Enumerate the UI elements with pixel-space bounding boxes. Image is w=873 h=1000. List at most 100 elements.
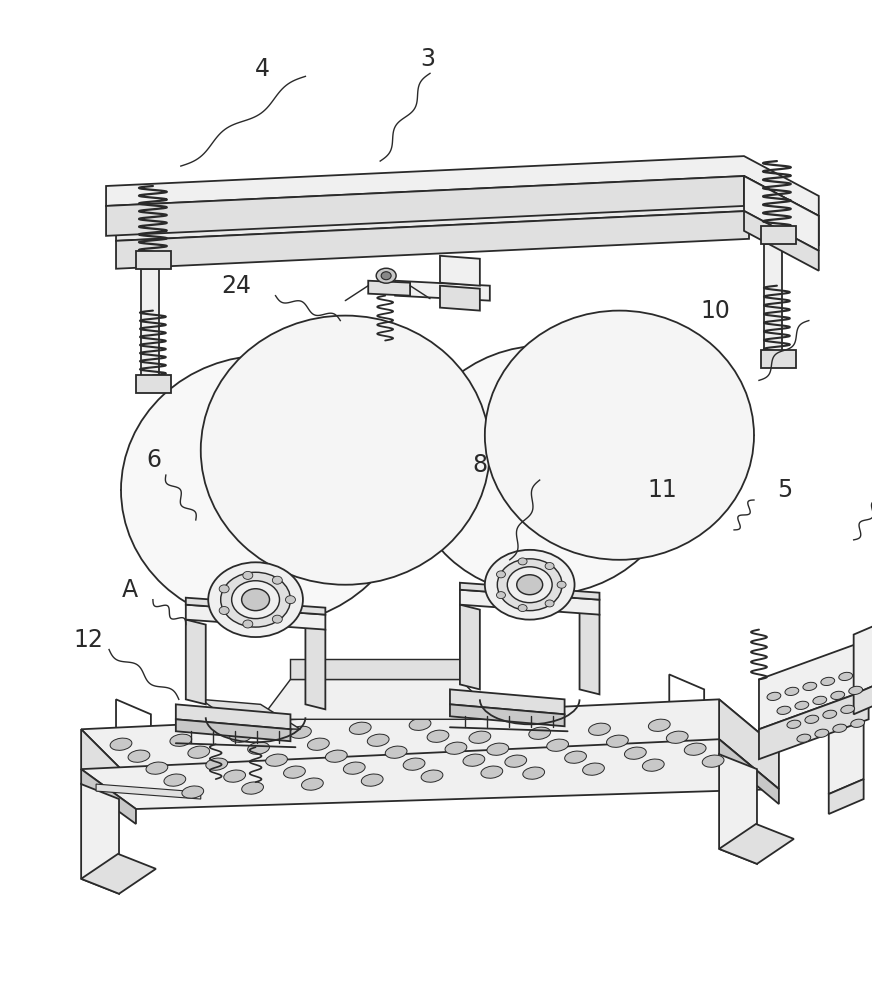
Text: 4: 4 xyxy=(255,57,270,81)
Ellipse shape xyxy=(221,572,291,627)
Ellipse shape xyxy=(463,754,485,766)
Ellipse shape xyxy=(301,778,323,790)
Polygon shape xyxy=(136,251,171,269)
Ellipse shape xyxy=(839,672,853,681)
Ellipse shape xyxy=(624,747,646,759)
Ellipse shape xyxy=(170,734,192,746)
Ellipse shape xyxy=(487,743,509,755)
Polygon shape xyxy=(450,689,565,714)
Ellipse shape xyxy=(815,729,828,737)
Ellipse shape xyxy=(833,724,847,732)
Polygon shape xyxy=(460,590,600,615)
Ellipse shape xyxy=(485,550,574,620)
Ellipse shape xyxy=(272,615,282,623)
Ellipse shape xyxy=(421,770,443,782)
Polygon shape xyxy=(854,679,873,714)
Polygon shape xyxy=(260,679,500,719)
Ellipse shape xyxy=(565,751,587,763)
Text: A: A xyxy=(122,578,138,602)
Ellipse shape xyxy=(326,750,347,762)
Ellipse shape xyxy=(643,759,664,771)
Ellipse shape xyxy=(272,576,282,584)
Polygon shape xyxy=(465,694,560,719)
Ellipse shape xyxy=(146,762,168,774)
Ellipse shape xyxy=(582,763,604,775)
Polygon shape xyxy=(186,620,206,704)
Ellipse shape xyxy=(243,571,253,579)
Ellipse shape xyxy=(545,600,554,607)
Ellipse shape xyxy=(343,762,365,774)
Polygon shape xyxy=(670,674,705,774)
Ellipse shape xyxy=(588,723,610,735)
Ellipse shape xyxy=(382,272,391,280)
Polygon shape xyxy=(719,699,779,789)
Ellipse shape xyxy=(427,730,449,742)
Polygon shape xyxy=(450,704,565,726)
Ellipse shape xyxy=(507,567,552,603)
Ellipse shape xyxy=(518,605,527,612)
Ellipse shape xyxy=(795,701,808,709)
Text: 3: 3 xyxy=(420,47,436,71)
Ellipse shape xyxy=(851,719,864,727)
Polygon shape xyxy=(96,784,201,799)
Ellipse shape xyxy=(219,607,229,614)
Ellipse shape xyxy=(385,746,407,758)
Ellipse shape xyxy=(497,592,505,599)
Polygon shape xyxy=(106,176,744,236)
Polygon shape xyxy=(81,699,779,784)
Polygon shape xyxy=(854,620,873,694)
Ellipse shape xyxy=(523,767,545,779)
Ellipse shape xyxy=(230,730,251,742)
Polygon shape xyxy=(116,211,749,269)
Ellipse shape xyxy=(849,686,863,695)
Polygon shape xyxy=(141,269,159,380)
Polygon shape xyxy=(81,769,136,824)
Ellipse shape xyxy=(188,746,210,758)
Ellipse shape xyxy=(797,734,811,742)
Ellipse shape xyxy=(485,311,754,560)
Ellipse shape xyxy=(307,738,329,750)
Ellipse shape xyxy=(813,696,827,704)
Polygon shape xyxy=(828,704,863,794)
Ellipse shape xyxy=(201,316,490,585)
Ellipse shape xyxy=(265,754,287,766)
Polygon shape xyxy=(580,610,600,694)
Ellipse shape xyxy=(481,766,503,778)
Polygon shape xyxy=(291,659,460,679)
Ellipse shape xyxy=(349,722,371,734)
Ellipse shape xyxy=(243,620,253,628)
Text: 12: 12 xyxy=(73,628,103,652)
Ellipse shape xyxy=(529,727,551,739)
Ellipse shape xyxy=(777,706,791,714)
Ellipse shape xyxy=(841,705,855,713)
Polygon shape xyxy=(440,286,480,311)
Ellipse shape xyxy=(823,710,836,718)
Text: 10: 10 xyxy=(700,299,730,323)
Polygon shape xyxy=(764,244,782,355)
Ellipse shape xyxy=(368,734,389,746)
Ellipse shape xyxy=(517,575,543,595)
Ellipse shape xyxy=(121,355,410,625)
Ellipse shape xyxy=(831,691,844,699)
Ellipse shape xyxy=(546,739,568,751)
Polygon shape xyxy=(306,625,326,709)
Ellipse shape xyxy=(805,715,819,723)
Ellipse shape xyxy=(607,735,629,747)
Text: 6: 6 xyxy=(146,448,162,472)
Text: 24: 24 xyxy=(222,274,251,298)
Ellipse shape xyxy=(376,268,396,283)
Polygon shape xyxy=(81,784,119,894)
Ellipse shape xyxy=(290,726,312,738)
Ellipse shape xyxy=(209,562,303,637)
Text: 5: 5 xyxy=(777,478,792,502)
Ellipse shape xyxy=(409,718,431,730)
Polygon shape xyxy=(395,281,490,301)
Text: 8: 8 xyxy=(472,453,488,477)
Ellipse shape xyxy=(787,720,801,728)
Ellipse shape xyxy=(403,758,425,770)
Polygon shape xyxy=(761,226,796,244)
Polygon shape xyxy=(368,281,410,296)
Ellipse shape xyxy=(785,687,799,695)
Ellipse shape xyxy=(182,786,203,798)
Ellipse shape xyxy=(206,758,228,770)
